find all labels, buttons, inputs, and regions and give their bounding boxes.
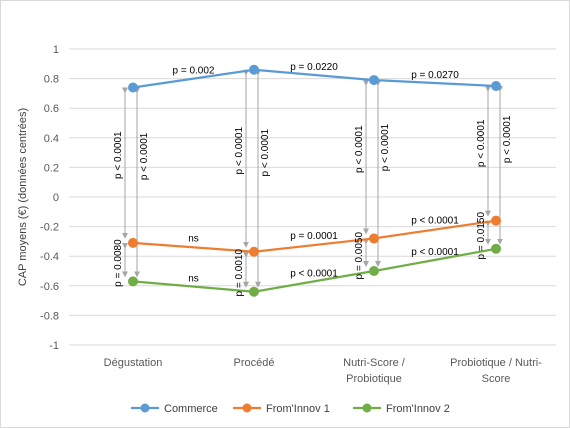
- segment-annotation-innov2: p < 0.0001: [290, 268, 338, 279]
- data-point: [249, 64, 259, 75]
- y-tick-label: -1: [49, 340, 59, 352]
- data-point: [128, 82, 138, 93]
- segment-annotation-innov2: ns: [188, 274, 199, 285]
- x-tick-label: Probiotique: [346, 373, 402, 385]
- annotation-innov1-innov2: p = 0.0050: [354, 232, 365, 280]
- annotation-commerce-innov1: p < 0.0001: [113, 131, 124, 179]
- data-point: [128, 237, 138, 248]
- legend-swatch-marker: [242, 403, 252, 413]
- segment-annotation-innov1: p < 0.0001: [411, 216, 459, 227]
- annotation-commerce-innov2: p < 0.0001: [502, 115, 513, 163]
- data-point: [491, 81, 501, 91]
- annotation-commerce-innov1: p < 0.0001: [354, 125, 365, 173]
- annotation-innov1-innov2: p = 0.0010: [234, 249, 245, 297]
- data-point: [491, 243, 501, 254]
- annotation-commerce-innov2: p < 0.0001: [380, 123, 391, 171]
- annotation-commerce-innov1: p < 0.0001: [234, 127, 245, 175]
- data-point: [369, 75, 379, 86]
- y-tick-label: 0.8: [44, 74, 59, 86]
- data-point: [249, 246, 259, 257]
- segment-annotation-commerce: p = 0.002: [173, 66, 215, 77]
- data-point: [249, 286, 259, 297]
- legend-swatch-marker: [140, 403, 150, 413]
- legend-label: From'Innov 2: [386, 403, 450, 415]
- series-line: [132, 247, 497, 293]
- y-tick-label: 0.2: [44, 162, 59, 174]
- data-point: [369, 266, 379, 276]
- annotation-commerce-innov2: p < 0.0001: [260, 129, 271, 177]
- segment-annotation-commerce: p = 0.0270: [411, 70, 459, 81]
- y-tick-label: -0.4: [40, 251, 59, 263]
- series-line: [132, 219, 497, 253]
- y-tick-label: 0.4: [44, 133, 59, 145]
- annotation-commerce-innov2: p < 0.0001: [139, 132, 150, 180]
- y-tick-label: -0.8: [40, 310, 59, 322]
- legend-label: From'Innov 1: [266, 403, 330, 415]
- annotation-commerce-innov1: p < 0.0001: [476, 119, 487, 167]
- x-tick-label: Dégustation: [104, 357, 163, 369]
- y-tick-label: 0.6: [44, 103, 59, 115]
- x-tick-label: Nutri-Score /: [343, 357, 406, 369]
- legend-swatch-marker: [362, 403, 372, 413]
- legend-label: Commerce: [164, 403, 218, 415]
- y-tick-label: 1: [53, 44, 59, 56]
- x-tick-label: Probiotique / Nutri-: [450, 357, 542, 369]
- annotation-innov1-innov2: p = 0.0150: [476, 212, 487, 260]
- segment-annotation-commerce: p = 0.0220: [290, 62, 338, 73]
- y-tick-label: -0.6: [40, 281, 59, 293]
- x-tick-label: Score: [482, 373, 511, 385]
- y-tick-label: -0.2: [40, 222, 59, 234]
- data-point: [128, 276, 138, 287]
- x-tick-label: Procédé: [234, 357, 275, 369]
- annotation-innov1-innov2: p = 0.0080: [113, 239, 124, 287]
- segment-annotation-innov2: p < 0.0001: [411, 247, 459, 258]
- segment-annotation-innov1: ns: [188, 233, 199, 244]
- data-point: [369, 233, 379, 244]
- series-line: [132, 68, 497, 89]
- y-tick-label: 0: [53, 192, 59, 204]
- segment-annotation-innov1: p = 0.0001: [290, 231, 338, 242]
- y-axis-title: CAP moyens (€) (données centrées): [17, 108, 29, 286]
- data-point: [491, 215, 501, 226]
